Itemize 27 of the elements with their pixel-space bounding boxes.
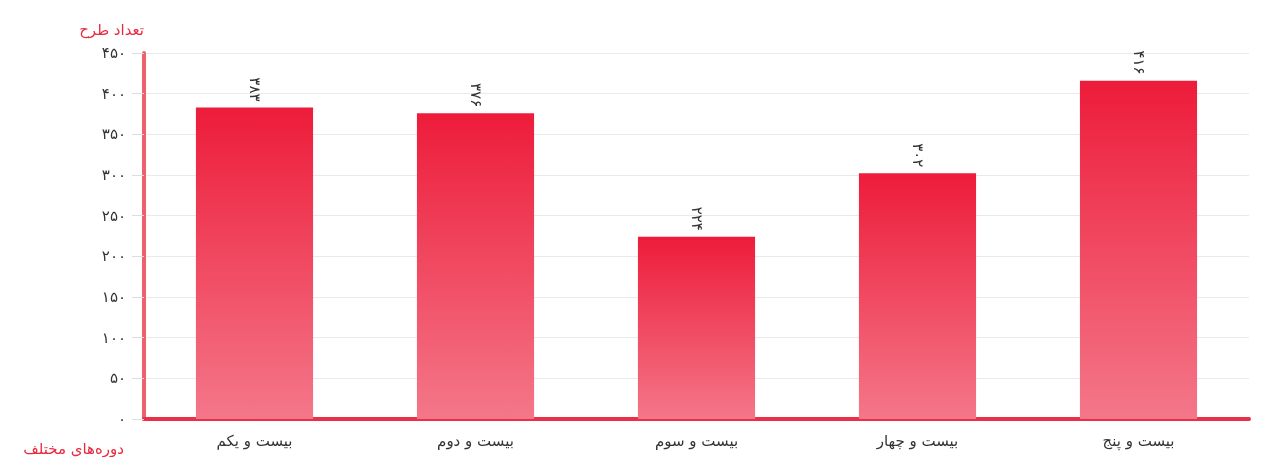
x-tick-label: بیست و پنج — [1102, 431, 1175, 451]
y-axis-title: تعداد طرح — [79, 20, 144, 39]
y-tick-label: ۲۰۰ — [101, 247, 126, 266]
x-tick-label: بیست و چهار — [875, 431, 959, 450]
x-axis-title: دوره‌های مختلف — [23, 439, 124, 458]
x-tick-label: بیست و سوم — [654, 431, 739, 450]
y-tick-label: ۴۵۰ — [101, 44, 126, 62]
data-label: ۳۰۲ — [908, 143, 927, 168]
data-label: ۳۸۳ — [245, 77, 264, 102]
bar — [637, 236, 756, 419]
y-tick-label: ۳۵۰ — [101, 125, 126, 144]
data-label: ۳۷۶ — [466, 83, 485, 108]
y-tick-label: ۳۰۰ — [101, 166, 126, 184]
data-label: ۴۱۶ — [1129, 50, 1148, 75]
bar — [858, 173, 977, 419]
data-label: ۲۲۴ — [687, 206, 706, 231]
y-tick-label: ۱۵۰ — [101, 288, 126, 306]
y-tick-label: ۰ — [117, 410, 126, 428]
y-tick-label: ۴۰۰ — [101, 84, 126, 103]
y-tick-label: ۵۰ — [109, 369, 126, 388]
x-tick-label: بیست و یکم — [216, 431, 293, 450]
bar — [1079, 80, 1198, 419]
y-tick-label: ۲۵۰ — [101, 206, 126, 225]
x-tick-label: بیست و دوم — [437, 431, 514, 450]
bar — [416, 113, 535, 419]
y-tick-label: ۱۰۰ — [101, 328, 126, 347]
bar — [195, 107, 314, 419]
